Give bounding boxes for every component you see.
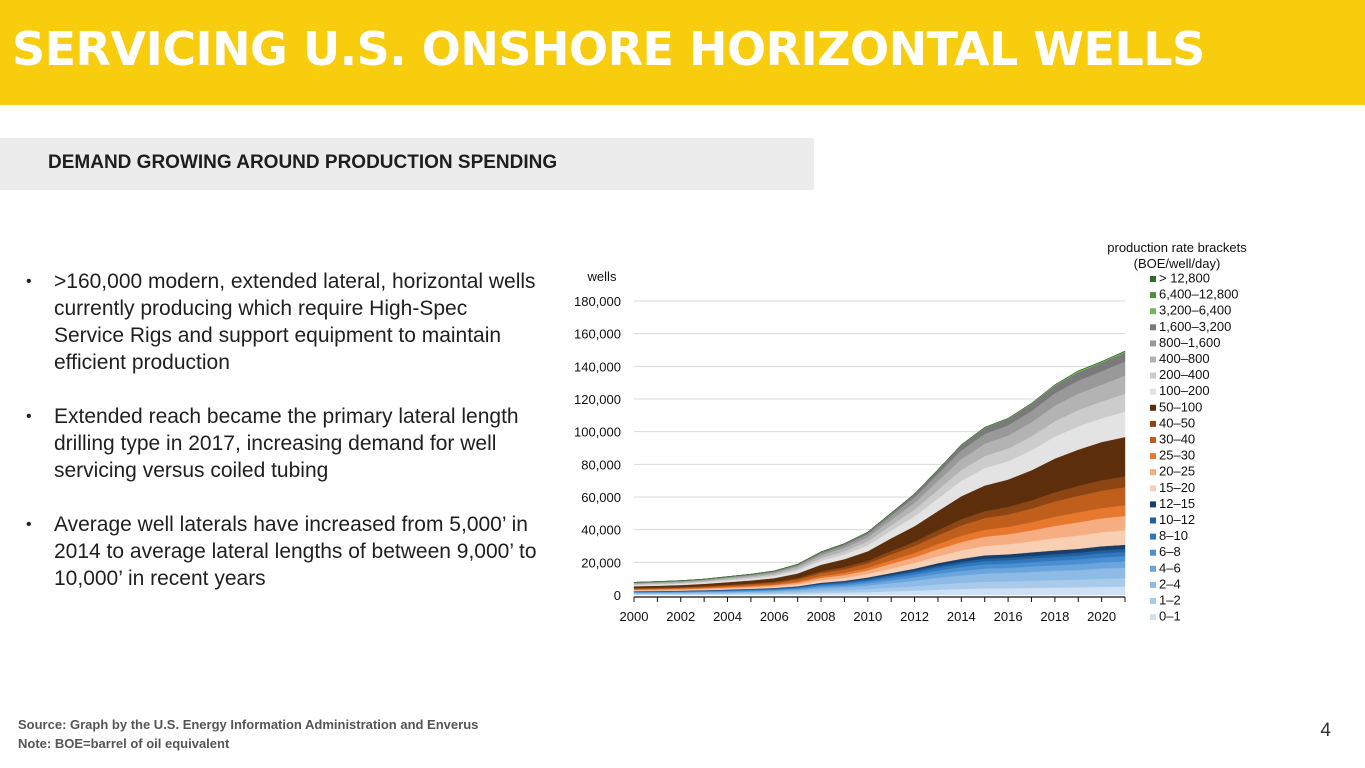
legend-swatch xyxy=(1150,501,1156,508)
axis-layer: 0 20,000 40,000 60,000 80,000 100,000 120,000 1… xyxy=(574,269,1126,624)
legend-swatch xyxy=(1150,404,1156,411)
header-band: SERVICING U.S. ONSHORE HORIZONTAL WELLS xyxy=(0,0,1365,105)
legend-swatch xyxy=(1150,340,1156,347)
y-tick-label: 100,000 xyxy=(574,425,621,440)
x-tick-label: 2018 xyxy=(1040,609,1069,624)
legend-label: 2–4 xyxy=(1159,576,1181,591)
bullet-item: • Average well laterals have increased f… xyxy=(22,511,542,592)
legend-label: 6–8 xyxy=(1159,544,1181,559)
legend-swatch xyxy=(1150,581,1156,588)
legend-swatch xyxy=(1150,308,1156,315)
x-tick-label: 2000 xyxy=(620,609,649,624)
legend-swatch xyxy=(1150,614,1156,621)
legend-label: 15–20 xyxy=(1159,480,1195,495)
grid-layer xyxy=(634,300,1125,563)
legend-label: 50–100 xyxy=(1159,399,1202,414)
legend-swatch xyxy=(1150,356,1156,363)
legend-label: > 12,800 xyxy=(1159,271,1210,286)
legend-label: 4–6 xyxy=(1159,560,1181,575)
x-tick-label: 2002 xyxy=(666,609,695,624)
legend-layer: production rate brackets(BOE/well/day)> … xyxy=(1107,240,1247,624)
page-number: 4 xyxy=(1320,720,1331,741)
y-tick-label: 0 xyxy=(614,588,621,603)
y-tick-label: 40,000 xyxy=(581,523,621,538)
legend-label: 6,400–12,800 xyxy=(1159,287,1239,302)
legend-label: 30–40 xyxy=(1159,432,1195,447)
legend-swatch xyxy=(1150,420,1156,427)
legend-swatch xyxy=(1150,469,1156,476)
legend-label: 10–12 xyxy=(1159,512,1195,527)
x-tick-label: 2016 xyxy=(994,609,1023,624)
x-tick-label: 2008 xyxy=(807,609,836,624)
legend-swatch xyxy=(1150,388,1156,395)
x-tick-label: 2006 xyxy=(760,609,789,624)
legend-label: 40–50 xyxy=(1159,415,1195,430)
source-note: Source: Graph by the U.S. Energy Informa… xyxy=(18,717,479,732)
y-tick-label: 180,000 xyxy=(574,294,621,309)
legend-label: 0–1 xyxy=(1159,609,1181,624)
bullet-item: • Extended reach became the primary late… xyxy=(22,403,542,484)
area-series--12-800 xyxy=(633,350,1126,583)
x-tick-label: 2010 xyxy=(853,609,882,624)
legend-swatch xyxy=(1150,549,1156,556)
legend-swatch xyxy=(1150,437,1156,443)
y-tick-label: 60,000 xyxy=(581,490,621,505)
legend-label: 12–15 xyxy=(1159,496,1195,511)
bullet-dot-icon: • xyxy=(26,408,32,425)
area-layer xyxy=(633,350,1126,596)
legend-swatch xyxy=(1150,485,1156,492)
legend-label: 100–200 xyxy=(1159,383,1210,398)
legend-label: 200–400 xyxy=(1159,367,1210,382)
x-tick-label: 2014 xyxy=(947,609,976,624)
legend-swatch xyxy=(1150,565,1156,572)
legend-title: production rate brackets xyxy=(1107,240,1247,255)
bullet-list: • >160,000 modern, extended lateral, hor… xyxy=(22,268,542,619)
bullet-item: • >160,000 modern, extended lateral, hor… xyxy=(22,268,542,376)
bullet-text: Extended reach became the primary latera… xyxy=(54,405,519,482)
legend-label: 20–25 xyxy=(1159,464,1195,479)
legend-label: 1,600–3,200 xyxy=(1159,319,1231,334)
y-tick-label: 140,000 xyxy=(574,359,621,374)
y-tick-label: 80,000 xyxy=(581,457,621,472)
y-tick-label: 20,000 xyxy=(581,555,621,570)
legend-label: 400–800 xyxy=(1159,351,1210,366)
y-tick-label: 120,000 xyxy=(574,392,621,407)
page-title: SERVICING U.S. ONSHORE HORIZONTAL WELLS xyxy=(12,22,1205,76)
y-tick-label: 160,000 xyxy=(574,327,621,342)
legend-swatch xyxy=(1150,324,1156,331)
y-axis-title: wells xyxy=(587,269,617,284)
legend-swatch xyxy=(1150,598,1156,604)
bullet-text: >160,000 modern, extended lateral, horiz… xyxy=(54,270,536,374)
bullet-text: Average well laterals have increased fro… xyxy=(54,513,537,590)
legend-swatch xyxy=(1150,517,1156,524)
legend-label: 8–10 xyxy=(1159,528,1188,543)
legend-label: 1–2 xyxy=(1159,593,1181,608)
legend-swatch xyxy=(1150,276,1156,282)
section-subtitle: DEMAND GROWING AROUND PRODUCTION SPENDIN… xyxy=(48,152,558,173)
legend-swatch xyxy=(1150,372,1156,379)
legend-swatch xyxy=(1150,453,1156,460)
boe-note: Note: BOE=barrel of oil equivalent xyxy=(18,736,230,751)
bullet-dot-icon: • xyxy=(26,273,32,290)
legend-label: 3,200–6,400 xyxy=(1159,303,1231,318)
x-tick-label: 2020 xyxy=(1087,609,1116,624)
section-subtitle-band: DEMAND GROWING AROUND PRODUCTION SPENDIN… xyxy=(0,138,814,190)
x-tick-label: 2004 xyxy=(713,609,742,624)
x-tick-label: 2012 xyxy=(900,609,929,624)
legend-swatch xyxy=(1150,292,1156,299)
legend-label: 800–1,600 xyxy=(1159,335,1220,350)
legend-title: (BOE/well/day) xyxy=(1134,256,1221,271)
legend-swatch xyxy=(1150,533,1156,540)
legend-label: 25–30 xyxy=(1159,448,1195,463)
wells-stacked-area-chart: 0 20,000 40,000 60,000 80,000 100,000 120,000 1… xyxy=(574,240,1247,624)
bullet-dot-icon: • xyxy=(26,516,32,533)
